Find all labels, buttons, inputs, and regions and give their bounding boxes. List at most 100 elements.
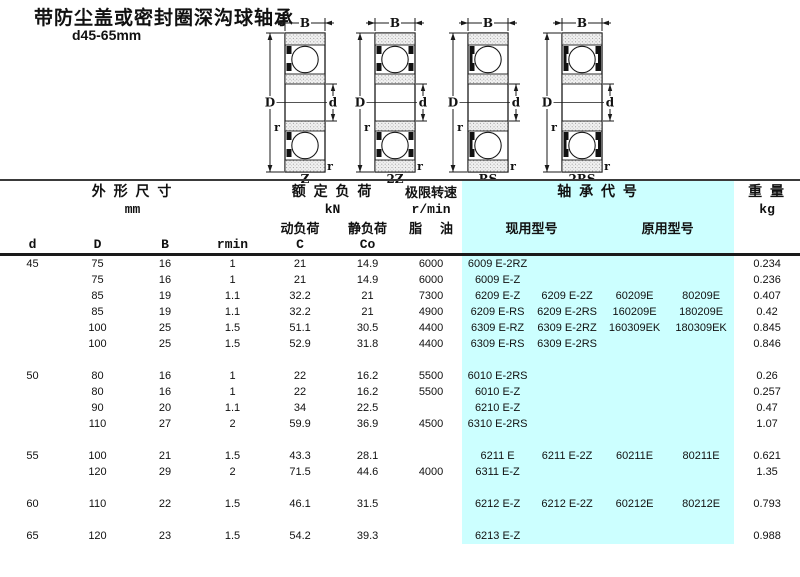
cell-kg: 0.47 <box>756 401 778 414</box>
cell-m2 <box>533 431 602 448</box>
cell-m2 <box>533 351 602 368</box>
page-subtitle: d45-65mm <box>72 27 142 43</box>
cell-rmin: 1.5 <box>224 449 241 462</box>
dim-r-label: r <box>274 121 280 134</box>
cell-D: 90 <box>91 401 104 414</box>
cell-d: 55 <box>26 449 39 462</box>
header-dynamic-load: 动负荷 <box>280 221 320 236</box>
cell-C: 32.2 <box>289 289 311 302</box>
cell-D <box>65 512 130 528</box>
cell-d <box>0 416 65 432</box>
cell-m4 <box>668 463 735 480</box>
cell-m3 <box>601 367 669 384</box>
header-empty-speed <box>400 237 462 254</box>
cell-d <box>0 464 65 480</box>
cell-C: 46.1 <box>289 497 311 510</box>
cell-speed <box>400 400 462 416</box>
cell-kg <box>734 512 800 528</box>
table-row: 100 25 1.5 52.9 31.8 4400 6309 E-RS 6309 E-2RS 0… <box>0 335 800 352</box>
cell-Co: 28.1 <box>356 449 379 462</box>
cell-D <box>65 480 130 496</box>
cell-C <box>265 512 335 528</box>
cell-B: 16 <box>158 385 172 398</box>
cell-rmin: 1.1 <box>224 305 241 318</box>
header-load-unit: kN <box>324 202 341 217</box>
cell-D: 80 <box>91 385 104 398</box>
cell-rmin <box>200 432 265 448</box>
cell-m2 <box>533 254 602 272</box>
cell-Co: 21 <box>361 305 374 318</box>
cell-C: 22 <box>293 385 307 398</box>
cell-kg: 0.846 <box>753 337 781 350</box>
cell-d <box>0 272 65 288</box>
cell-d <box>0 512 65 528</box>
cell-speed: 4000 <box>418 465 444 478</box>
cell-speed <box>400 496 462 512</box>
cell-C: 34 <box>293 401 307 414</box>
header-empty-weight2 <box>734 237 800 254</box>
cell-m2 <box>533 479 602 496</box>
cell-rmin <box>200 352 265 368</box>
cell-kg <box>734 480 800 496</box>
header-col-Co: Co <box>359 237 376 253</box>
dim-d-label: d <box>419 96 428 110</box>
cell-m1: 6210 E-Z <box>462 399 534 416</box>
cell-m2: 6309 E-2RZ <box>533 319 602 336</box>
cell-rmin: 2 <box>229 465 236 478</box>
cell-m1: 6209 E-Z <box>462 287 534 304</box>
cell-m4 <box>668 415 735 432</box>
cell-m2: 6209 E-2RS <box>533 303 602 320</box>
cell-speed <box>400 528 462 544</box>
cell-d <box>0 480 65 496</box>
table-row: 80 16 1 22 16.2 5500 6010 E-Z 0.257 <box>0 383 800 400</box>
dim-r-label: r <box>417 160 423 173</box>
cell-D: 80 <box>91 369 104 382</box>
cell-rmin <box>200 512 265 528</box>
cell-speed: 5500 <box>418 385 444 398</box>
table-row: 85 19 1.1 32.2 21 7300 6209 E-Z 6209 E-2Z 60209E… <box>0 287 800 304</box>
cell-rmin: 1 <box>229 257 236 270</box>
cell-m4 <box>668 254 735 272</box>
cell-m3: 60209E <box>601 287 669 304</box>
cell-Co: 22.5 <box>356 401 379 414</box>
header-speed-group: 极限转速 <box>405 184 458 200</box>
table-row: 110 27 2 59.9 36.9 4500 6310 E-2RS 1.07 <box>0 415 800 432</box>
cell-C: 21 <box>293 273 307 286</box>
cell-d <box>0 288 65 304</box>
cell-speed: 7300 <box>418 289 444 302</box>
cell-m3 <box>601 415 669 432</box>
cell-C: 21 <box>293 257 307 270</box>
header-code-spacer <box>462 201 735 218</box>
cell-m3: 60211E <box>601 447 669 464</box>
cell-C: 52.9 <box>289 337 311 350</box>
header-weight-unit: kg <box>759 202 775 217</box>
cell-d <box>0 352 65 368</box>
cell-m2: 6212 E-2Z <box>533 495 602 512</box>
cell-C: 71.5 <box>289 465 311 478</box>
cell-Co: 36.9 <box>356 417 379 430</box>
cell-D: 100 <box>88 321 107 334</box>
cell-m3 <box>601 351 669 368</box>
spacer-row <box>0 431 800 448</box>
header-dims-unit: mm <box>124 202 141 217</box>
cell-D: 120 <box>88 465 107 478</box>
cell-speed: 4500 <box>418 417 444 430</box>
cell-Co: 14.9 <box>356 257 379 270</box>
bearing-type-label: Z <box>301 172 310 186</box>
dim-d-label: d <box>512 96 521 110</box>
cell-m4 <box>668 367 735 384</box>
cell-m4 <box>668 271 735 288</box>
cell-C: 54.2 <box>289 529 311 542</box>
cell-m3 <box>601 431 669 448</box>
dim-B-label: B <box>390 16 400 30</box>
cell-C <box>265 480 335 496</box>
cell-m4: 180309EK <box>668 319 735 336</box>
spacer-row <box>0 479 800 496</box>
cell-speed: 4900 <box>418 305 444 318</box>
cell-kg: 0.42 <box>756 305 778 318</box>
page-title: 带防尘盖或密封圈深沟球轴承 <box>34 8 295 29</box>
cell-m2: 6209 E-2Z <box>533 287 602 304</box>
cell-D <box>65 352 130 368</box>
cell-d <box>0 320 65 336</box>
